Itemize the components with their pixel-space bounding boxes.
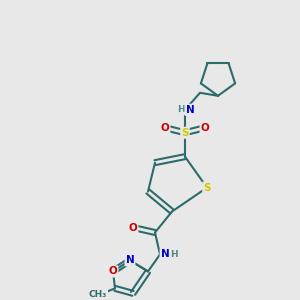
Text: O: O [109,266,117,276]
Text: S: S [181,128,189,138]
Text: CH₃: CH₃ [89,290,107,299]
Text: O: O [201,123,209,133]
Text: N: N [126,255,134,266]
Text: H: H [177,105,185,114]
Text: N: N [186,105,194,115]
Text: S: S [203,183,211,193]
Text: O: O [129,223,137,232]
Text: O: O [160,123,169,133]
Text: N: N [160,249,169,260]
Text: H: H [170,250,178,259]
